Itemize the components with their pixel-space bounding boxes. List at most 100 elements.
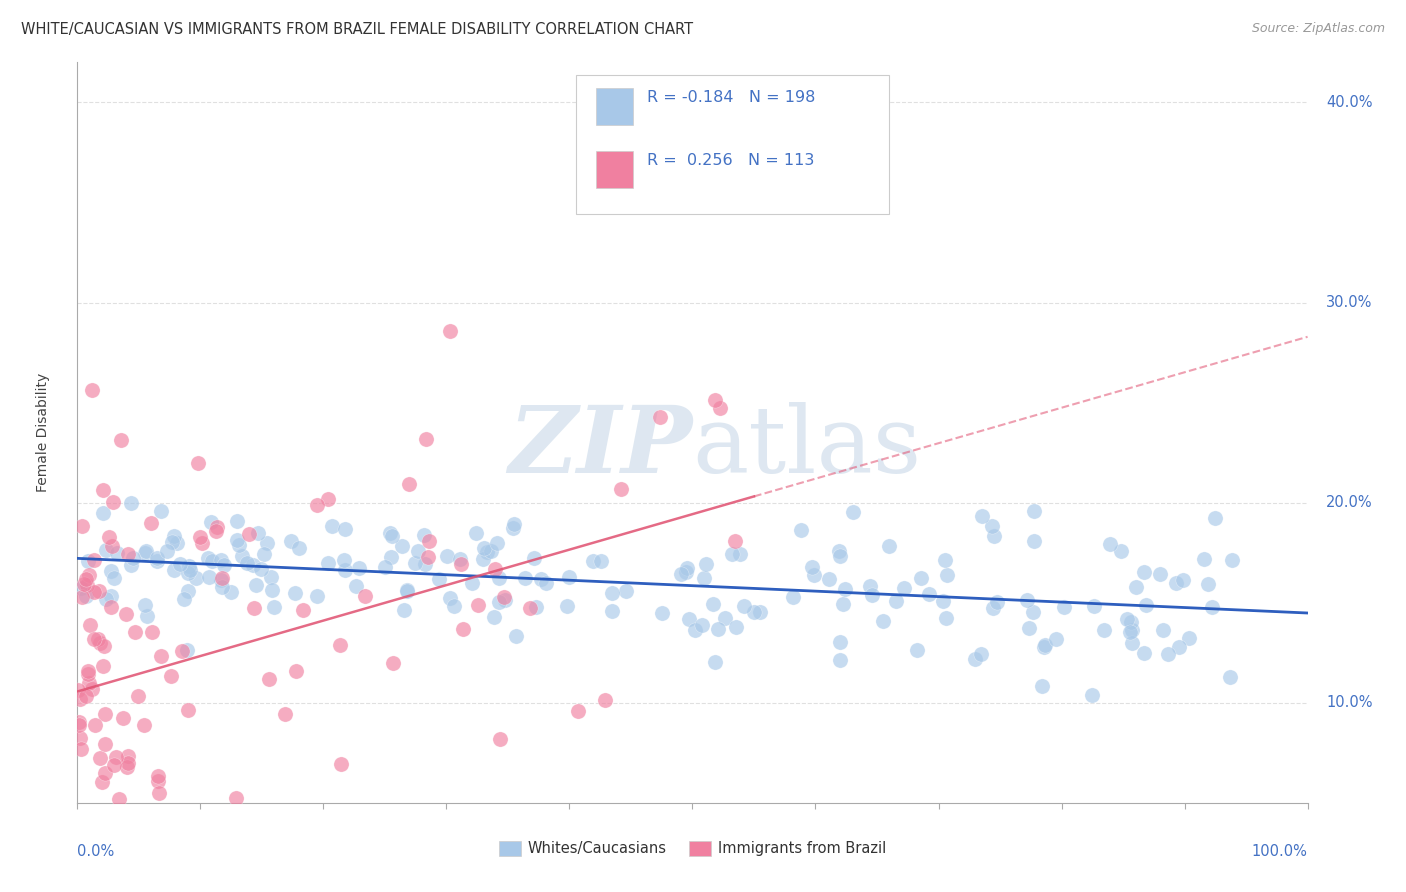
- Point: [721, 547, 744, 561]
- Point: [273, 707, 295, 722]
- Point: [77, 675, 100, 690]
- Point: [484, 562, 506, 576]
- Point: [177, 558, 200, 573]
- Point: [1116, 612, 1139, 626]
- Point: [212, 558, 235, 572]
- Point: [872, 614, 894, 628]
- Point: [177, 584, 200, 599]
- Point: [163, 529, 186, 543]
- Point: [238, 527, 260, 541]
- Point: [100, 589, 122, 603]
- Point: [1099, 537, 1122, 551]
- Point: [1168, 640, 1191, 654]
- Point: [704, 392, 727, 407]
- Point: [70, 741, 93, 756]
- Text: atlas: atlas: [693, 402, 922, 492]
- Point: [93, 639, 115, 653]
- Point: [427, 572, 450, 586]
- Point: [443, 599, 465, 613]
- Point: [83, 806, 105, 821]
- Point: [934, 552, 956, 566]
- Point: [651, 606, 673, 620]
- Point: [70, 519, 93, 533]
- Point: [225, 533, 247, 548]
- Point: [382, 656, 405, 670]
- Point: [97, 530, 120, 544]
- Point: [614, 583, 637, 598]
- Point: [120, 558, 142, 572]
- Point: [1015, 593, 1038, 607]
- Point: [391, 539, 413, 553]
- Point: [245, 578, 267, 592]
- Point: [910, 571, 932, 585]
- Point: [589, 553, 612, 567]
- Point: [100, 565, 122, 579]
- Point: [555, 599, 578, 614]
- Point: [488, 595, 510, 609]
- Point: [94, 592, 117, 607]
- Point: [436, 549, 458, 563]
- Point: [530, 572, 553, 586]
- Point: [79, 567, 101, 582]
- Point: [100, 600, 122, 615]
- Point: [80, 384, 103, 398]
- Point: [1018, 621, 1040, 635]
- Point: [146, 769, 169, 783]
- Point: [886, 594, 908, 608]
- Point: [209, 573, 232, 587]
- Text: ZIP: ZIP: [508, 402, 693, 492]
- Point: [1053, 600, 1076, 615]
- Point: [292, 603, 315, 617]
- Point: [1219, 670, 1241, 684]
- Point: [156, 544, 179, 558]
- Point: [1081, 688, 1104, 702]
- Point: [1152, 624, 1174, 638]
- Point: [284, 665, 307, 679]
- Point: [415, 557, 437, 571]
- Point: [160, 535, 183, 549]
- Point: [201, 554, 224, 568]
- Point: [69, 692, 91, 706]
- Point: [475, 545, 498, 559]
- Point: [1178, 631, 1201, 645]
- Point: [77, 554, 100, 568]
- Point: [280, 534, 302, 549]
- Text: 40.0%: 40.0%: [1326, 95, 1372, 110]
- Point: [67, 718, 90, 732]
- Point: [1157, 647, 1180, 661]
- Point: [190, 536, 212, 550]
- Text: R =  0.256   N = 113: R = 0.256 N = 113: [647, 153, 814, 168]
- Point: [94, 737, 117, 751]
- Point: [142, 815, 165, 830]
- Point: [249, 562, 271, 576]
- Point: [127, 690, 149, 704]
- Point: [453, 622, 475, 636]
- Point: [439, 324, 461, 338]
- Point: [70, 590, 93, 604]
- Point: [163, 563, 186, 577]
- Point: [693, 571, 716, 585]
- Text: 0.0%: 0.0%: [77, 844, 114, 858]
- Point: [465, 525, 488, 540]
- Point: [89, 636, 111, 650]
- Point: [1125, 580, 1147, 594]
- Point: [75, 689, 97, 703]
- Point: [1149, 566, 1171, 581]
- Point: [335, 522, 357, 536]
- Text: Source: ZipAtlas.com: Source: ZipAtlas.com: [1251, 22, 1385, 36]
- Point: [98, 815, 121, 830]
- Point: [1133, 566, 1156, 580]
- Point: [124, 815, 146, 830]
- Point: [173, 592, 195, 607]
- Point: [600, 586, 623, 600]
- Point: [917, 587, 939, 601]
- Point: [418, 534, 440, 549]
- Point: [170, 644, 193, 658]
- Point: [90, 775, 112, 789]
- Text: WHITE/CAUCASIAN VS IMMIGRANTS FROM BRAZIL FEMALE DISABILITY CORRELATION CHART: WHITE/CAUCASIAN VS IMMIGRANTS FROM BRAZI…: [21, 22, 693, 37]
- Point: [93, 766, 115, 780]
- Point: [236, 556, 259, 570]
- Point: [790, 523, 813, 537]
- Point: [593, 693, 616, 707]
- Point: [515, 571, 537, 585]
